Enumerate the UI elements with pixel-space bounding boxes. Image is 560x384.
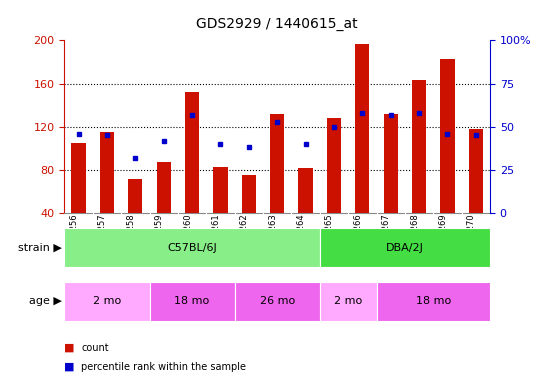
Text: DBA/2J: DBA/2J	[386, 243, 424, 253]
Bar	[298, 168, 312, 213]
Text: percentile rank within the sample: percentile rank within the sample	[81, 362, 246, 372]
Bar	[355, 43, 370, 213]
Bar	[270, 114, 284, 213]
Bar	[376, 282, 490, 321]
Bar	[100, 132, 114, 213]
Text: GSM152257: GSM152257	[98, 214, 107, 264]
Text: age ▶: age ▶	[29, 296, 62, 306]
Text: 18 mo: 18 mo	[175, 296, 209, 306]
Bar	[412, 80, 426, 213]
Text: GSM152270: GSM152270	[467, 214, 476, 264]
Text: GSM152268: GSM152268	[410, 214, 419, 264]
Bar	[157, 162, 171, 213]
Text: GSM152267: GSM152267	[382, 214, 391, 264]
Bar	[64, 282, 150, 321]
Bar	[235, 282, 320, 321]
Text: 2 mo: 2 mo	[93, 296, 121, 306]
Text: GSM152266: GSM152266	[353, 214, 362, 264]
Text: GDS2929 / 1440615_at: GDS2929 / 1440615_at	[197, 17, 358, 31]
Text: ■: ■	[64, 343, 75, 353]
Bar	[440, 59, 455, 213]
Bar	[469, 129, 483, 213]
Bar	[185, 92, 199, 213]
Text: 2 mo: 2 mo	[334, 296, 362, 306]
Text: GSM152263: GSM152263	[268, 214, 277, 264]
Bar	[213, 167, 227, 213]
Text: GSM152260: GSM152260	[183, 214, 192, 264]
Text: C57BL/6J: C57BL/6J	[167, 243, 217, 253]
Text: GSM152265: GSM152265	[325, 214, 334, 264]
Bar	[72, 143, 86, 213]
Bar	[384, 114, 398, 213]
Text: GSM152264: GSM152264	[297, 214, 306, 264]
Bar	[242, 175, 256, 213]
Bar	[320, 282, 376, 321]
Text: GSM152259: GSM152259	[155, 214, 164, 264]
Text: GSM152261: GSM152261	[212, 214, 221, 264]
Text: ■: ■	[64, 362, 75, 372]
Bar	[128, 179, 142, 213]
Text: 26 mo: 26 mo	[260, 296, 295, 306]
Text: GSM152256: GSM152256	[69, 214, 78, 264]
Bar	[150, 282, 235, 321]
Text: GSM152262: GSM152262	[240, 214, 249, 264]
Text: GSM152269: GSM152269	[438, 214, 447, 264]
Bar	[64, 228, 320, 267]
Text: strain ▶: strain ▶	[18, 243, 62, 253]
Text: GSM152258: GSM152258	[127, 214, 136, 264]
Text: count: count	[81, 343, 109, 353]
Bar	[320, 228, 490, 267]
Text: 18 mo: 18 mo	[416, 296, 451, 306]
Bar	[327, 118, 341, 213]
